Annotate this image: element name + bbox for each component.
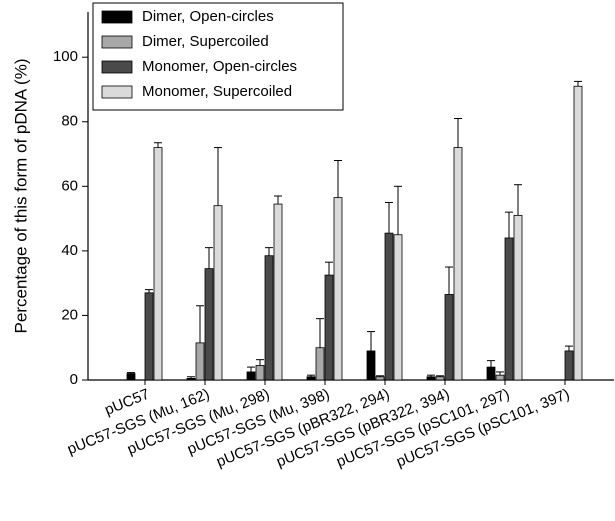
y-tick-label: 20 — [61, 306, 78, 323]
bar — [315, 347, 325, 381]
bar — [375, 376, 385, 381]
bar — [426, 376, 436, 381]
bar — [366, 350, 376, 381]
legend-label: Dimer, Open-circles — [142, 8, 274, 25]
bar — [246, 371, 256, 381]
bar — [273, 203, 283, 381]
legend-label: Monomer, Open-circles — [142, 58, 297, 75]
bar — [186, 377, 196, 381]
bar — [195, 342, 205, 381]
y-axis-label: Percentage of this form of pDNA (%) — [11, 59, 30, 334]
bar — [126, 373, 136, 381]
bar — [444, 294, 454, 381]
bar — [333, 197, 343, 381]
bar — [504, 237, 514, 381]
bar — [573, 85, 583, 381]
legend-swatch — [101, 60, 133, 74]
bar — [153, 147, 163, 381]
bar — [306, 376, 316, 381]
bar — [384, 232, 394, 381]
bar — [204, 268, 214, 381]
legend-label: Dimer, Supercoiled — [142, 33, 269, 50]
bar — [144, 292, 154, 381]
bar — [564, 350, 574, 381]
y-tick-label: 0 — [70, 371, 78, 388]
legend-label: Monomer, Supercoiled — [142, 83, 292, 100]
bar — [264, 255, 274, 381]
legend-box — [92, 2, 344, 111]
bar — [435, 376, 445, 381]
bar — [495, 374, 505, 381]
y-tick-label: 40 — [61, 242, 78, 259]
bar — [513, 214, 523, 381]
bar — [393, 234, 403, 381]
bar — [324, 274, 334, 381]
bar — [255, 365, 265, 381]
y-tick-label: 80 — [61, 113, 78, 130]
bar — [453, 147, 463, 381]
legend-swatch — [101, 35, 133, 49]
bar — [213, 205, 223, 381]
y-tick-label: 100 — [53, 48, 78, 65]
legend-swatch — [101, 85, 133, 99]
legend-swatch — [101, 10, 133, 24]
bar — [486, 366, 496, 381]
y-tick-label: 60 — [61, 177, 78, 194]
